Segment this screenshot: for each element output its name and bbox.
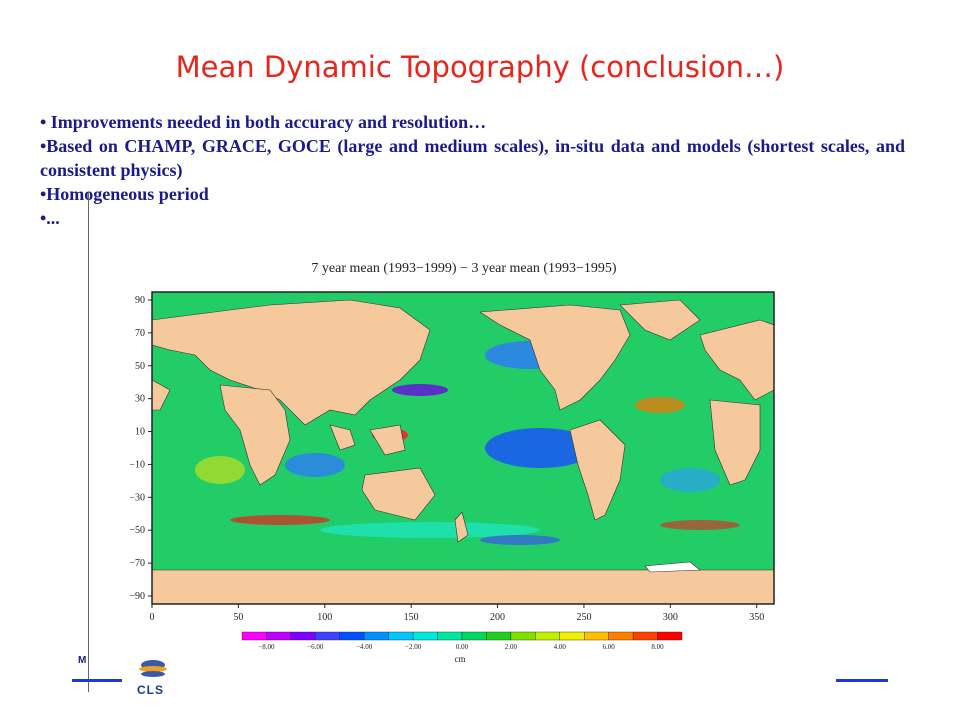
vertical-divider: [88, 192, 89, 692]
footer-partial-text: M: [78, 655, 87, 666]
y-tick-label: 90: [135, 295, 145, 306]
y-axis: 90 70 50 30 10 −10 −30 −50 −70 −90: [129, 295, 152, 602]
colorbar-swatch: [266, 631, 292, 641]
y-tick-label: 70: [135, 328, 145, 339]
colorbar-swatch: [657, 631, 683, 641]
bullet-item: •...: [40, 208, 60, 228]
bullet-item: • Improvements needed in both accuracy a…: [40, 112, 487, 132]
x-axis: 0 50 100 150 200 250 300 350: [150, 604, 764, 623]
colorbar-unit: cm: [455, 654, 466, 664]
colorbar-label: −6.00: [307, 643, 324, 651]
colorbar-swatch: [535, 631, 560, 641]
colorbar-swatch: [486, 631, 512, 641]
logo-text: CLS: [137, 683, 164, 697]
footer-rule-right: [836, 679, 888, 682]
colorbar-swatch: [412, 631, 438, 641]
x-tick-label: 50: [233, 612, 243, 623]
colorbar-label: −4.00: [356, 643, 373, 651]
colorbar-swatch: [510, 631, 536, 641]
colorbar-label: −8.00: [258, 643, 275, 651]
x-tick-label: 100: [317, 612, 332, 623]
y-tick-label: −70: [129, 558, 145, 569]
colorbar-swatch: [241, 631, 267, 641]
map-title: 7 year mean (1993−1999) − 3 year mean (1…: [311, 261, 616, 276]
colorbar-swatch: [584, 631, 609, 641]
map-plot-area: [151, 291, 775, 605]
colorbar-label: 0.00: [456, 643, 469, 651]
y-tick-label: −50: [129, 525, 145, 536]
colorbar-swatch: [364, 631, 389, 641]
y-tick-label: −10: [129, 459, 145, 470]
land-masses: [151, 299, 775, 605]
footer-rule-left: [72, 679, 122, 682]
bullet-item: •Based on CHAMP, GRACE, GOCE (large and …: [40, 136, 905, 180]
colorbar-swatch: [339, 631, 365, 641]
map-frame: [151, 291, 775, 605]
colorbar-swatch: [315, 631, 340, 641]
colorbar-swatch: [388, 631, 414, 641]
colorbar-label: 6.00: [603, 643, 616, 651]
colorbar-swatch: [437, 631, 463, 641]
cls-logo: [139, 660, 167, 677]
colorbar-labels: −8.00 −6.00 −4.00 −2.00 0.00 2.00 4.00 6.00 8.00: [258, 643, 664, 651]
bullet-item: •Homogeneous period: [40, 184, 209, 204]
colorbar: [241, 631, 683, 641]
colorbar-label: 4.00: [554, 643, 567, 651]
map-figure: 7 year mean (1993−1999) − 3 year mean (1…: [129, 261, 775, 664]
colorbar-label: −2.00: [405, 643, 422, 651]
y-tick-label: 30: [135, 394, 145, 405]
y-tick-label: 10: [135, 427, 145, 438]
colorbar-swatch: [608, 631, 634, 641]
x-tick-label: 0: [150, 612, 155, 623]
x-tick-label: 250: [576, 612, 591, 623]
colorbar-label: 2.00: [505, 643, 518, 651]
x-tick-label: 350: [749, 612, 764, 623]
x-tick-label: 150: [404, 612, 419, 623]
colorbar-swatch: [559, 631, 585, 641]
y-tick-label: −30: [129, 492, 145, 503]
x-tick-label: 200: [490, 612, 505, 623]
y-tick-label: −90: [129, 591, 145, 602]
colorbar-swatch: [461, 631, 487, 641]
slide-title: Mean Dynamic Topography (conclusion…): [175, 50, 785, 84]
colorbar-swatch: [632, 631, 658, 641]
colorbar-label: 8.00: [651, 643, 664, 651]
colorbar-swatch: [290, 631, 316, 641]
y-tick-label: 50: [135, 361, 145, 372]
x-tick-label: 300: [663, 612, 678, 623]
bullet-list: • Improvements needed in both accuracy a…: [40, 110, 905, 230]
